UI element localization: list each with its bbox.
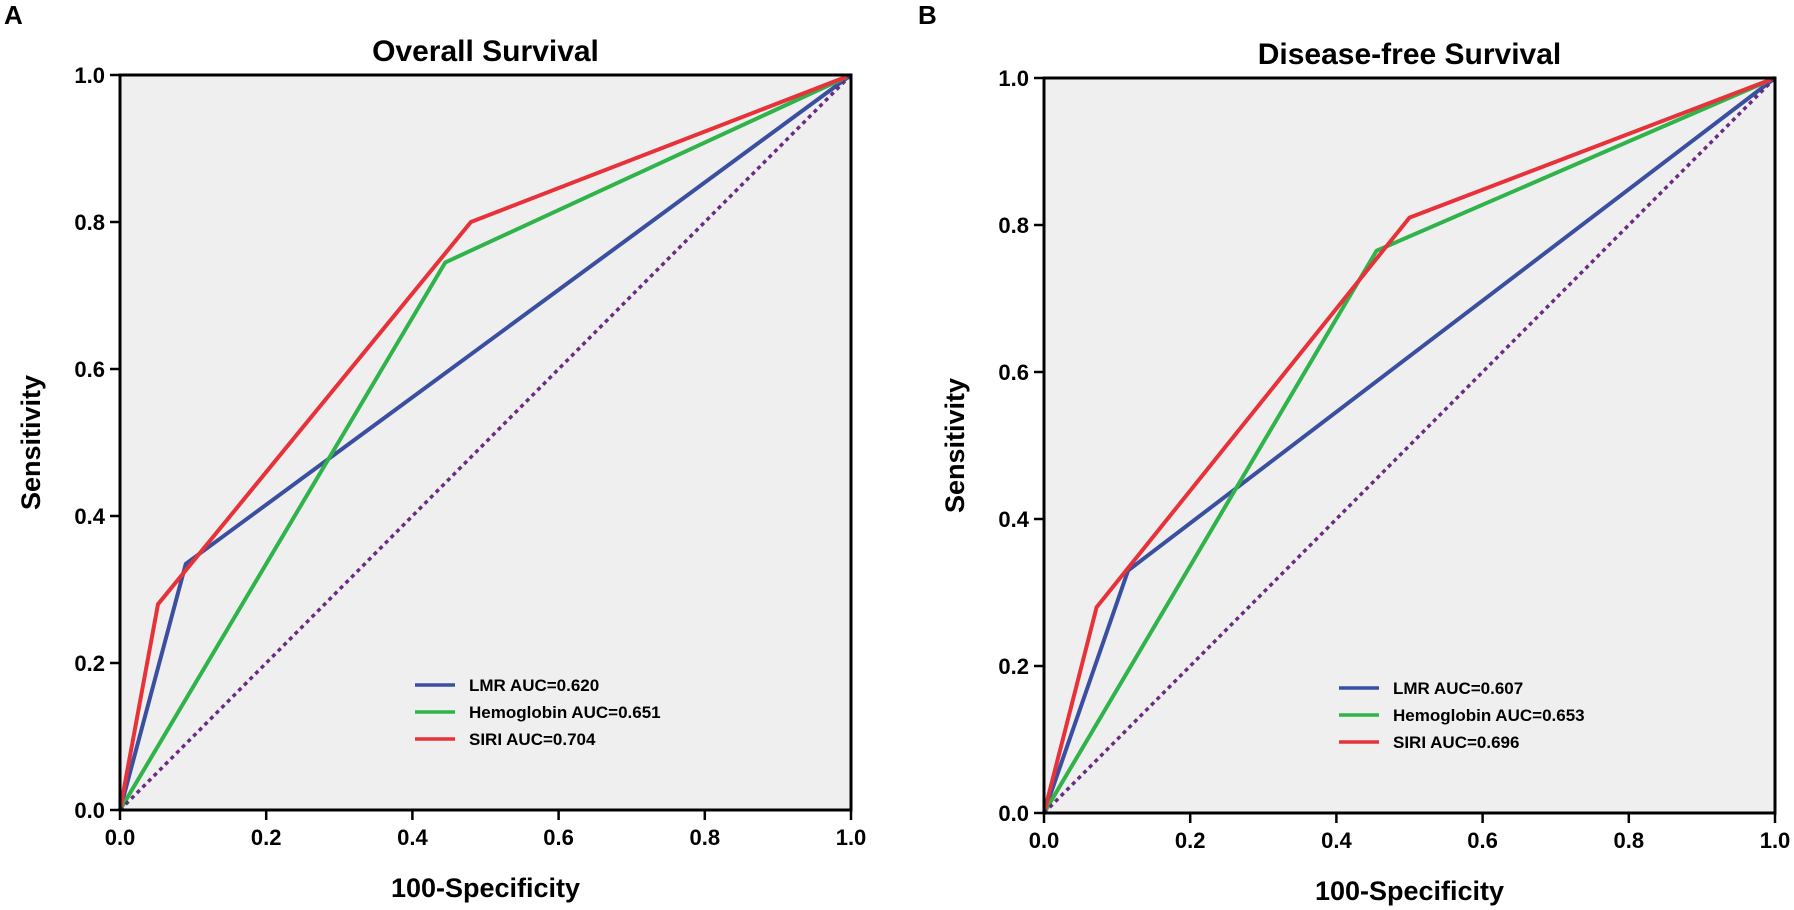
y-tick-label: 0.4 <box>998 507 1029 532</box>
plot-area <box>120 75 851 810</box>
y-tick-label: 0.2 <box>74 651 105 676</box>
series-line-siri <box>1042 76 1776 814</box>
x-tick-label: 1.0 <box>836 825 867 850</box>
series-group <box>1042 76 1777 815</box>
x-tick-label: 0.2 <box>1175 828 1206 853</box>
plot-frame <box>118 73 853 812</box>
x-tick-label: 1.0 <box>1760 828 1791 853</box>
chart-title: Disease-free Survival <box>1258 38 1562 71</box>
legend: LMR AUC=0.620 Hemoglobin AUC=0.651 SIRI AU… <box>415 676 661 749</box>
series-group <box>118 73 853 812</box>
legend-entry: LMR AUC=0.620 <box>469 676 599 695</box>
panel-a: A Overall Survival 0.0 0.2 0.4 0.6 0.8 1.0 0.0 0.… <box>4 0 866 903</box>
legend-entry: SIRI AUC=0.696 <box>1393 733 1519 752</box>
y-tick-label: 0.0 <box>74 798 105 823</box>
y-tick-label: 0.8 <box>74 210 105 235</box>
legend-entry: Hemoglobin AUC=0.651 <box>469 703 661 722</box>
x-axis-label: 100-Specificity <box>391 873 580 903</box>
x-tick-label: 0.6 <box>1467 828 1498 853</box>
y-tick-label: 0.4 <box>74 504 105 529</box>
x-axis-label: 100-Specificity <box>1315 876 1504 906</box>
y-tick-label: 1.0 <box>74 63 105 88</box>
x-tick-label: 0.4 <box>397 825 428 850</box>
plot-frame <box>1042 76 1777 815</box>
y-tick-label: 1.0 <box>998 66 1029 91</box>
legend-entry: LMR AUC=0.607 <box>1393 679 1523 698</box>
chart-title: Overall Survival <box>372 35 599 68</box>
x-tick-label: 0.2 <box>251 825 282 850</box>
series-line-lmr <box>118 73 853 811</box>
y-tick-label: 0.0 <box>998 801 1029 826</box>
y-tick-label: 0.8 <box>998 213 1029 238</box>
panel-label: B <box>918 0 937 30</box>
x-tick-label: 0.8 <box>690 825 721 850</box>
y-tick-label: 0.6 <box>74 357 105 382</box>
x-tick-label: 0.4 <box>1321 828 1352 853</box>
series-line-siri <box>118 73 852 811</box>
x-tick-label: 0.8 <box>1614 828 1645 853</box>
legend-entry: SIRI AUC=0.704 <box>469 730 596 749</box>
panel-label: A <box>4 0 23 30</box>
panel-b: B Disease-free Survival 0.0 0.2 0.4 0.6 0.8 1.0… <box>918 0 1790 906</box>
series-line-hemoglobin <box>118 73 852 812</box>
x-tick-label: 0.6 <box>543 825 574 850</box>
x-tick-label: 0.0 <box>1029 828 1060 853</box>
legend-entry: Hemoglobin AUC=0.653 <box>1393 706 1585 725</box>
legend: LMR AUC=0.607 Hemoglobin AUC=0.653 SIRI AU… <box>1339 679 1585 752</box>
plot-area <box>1044 78 1775 813</box>
y-axis-label: Sensitivity <box>940 378 970 513</box>
y-tick-label: 0.6 <box>998 360 1029 385</box>
y-tick-label: 0.2 <box>998 654 1029 679</box>
y-axis-label: Sensitivity <box>16 375 46 510</box>
series-line-hemoglobin <box>1042 76 1776 815</box>
x-tick-label: 0.0 <box>105 825 136 850</box>
